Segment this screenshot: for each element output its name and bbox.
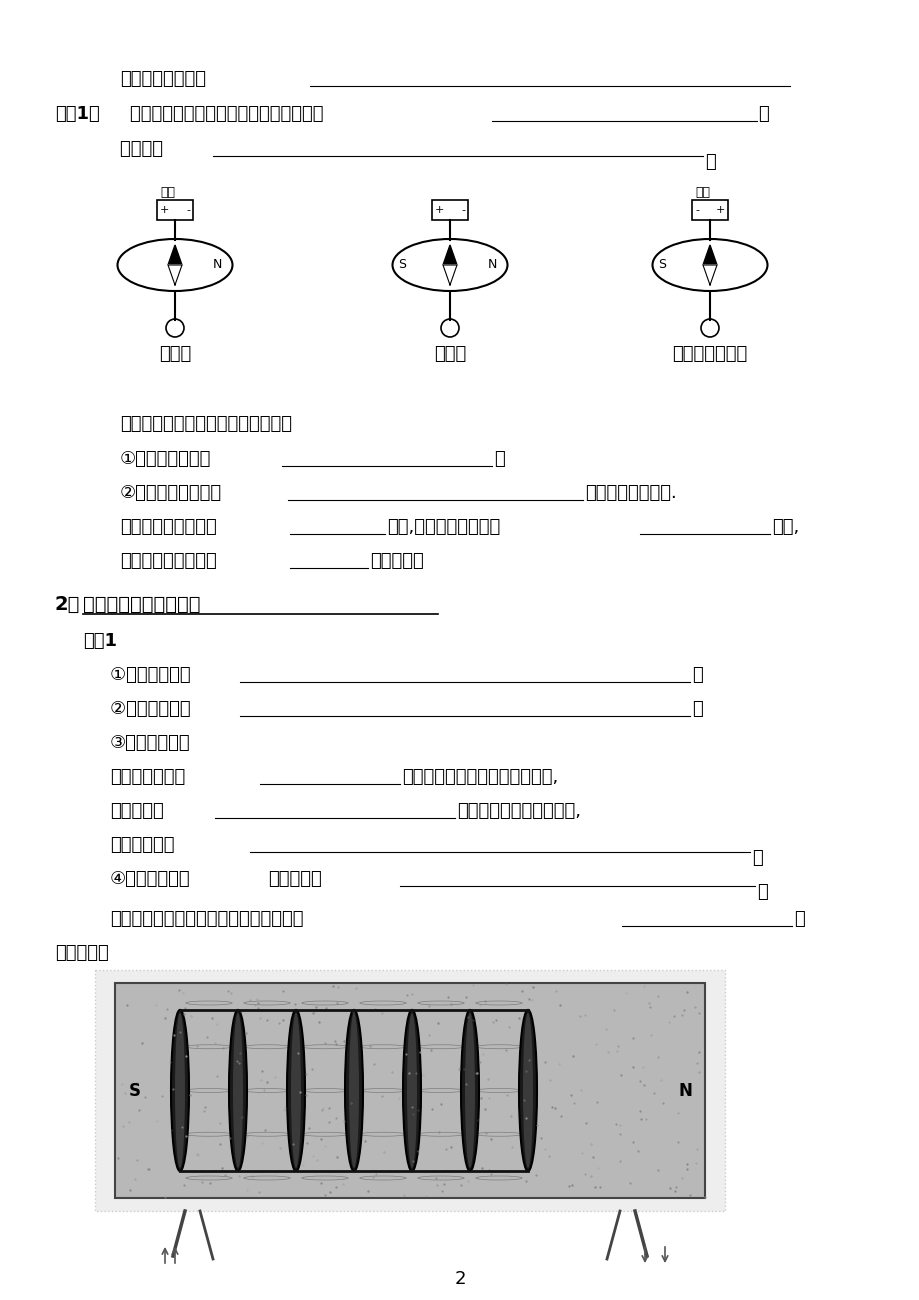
Text: 甲通电: 甲通电: [159, 344, 191, 363]
Text: ；: ；: [494, 450, 505, 468]
Text: 通过实验可得出通电螺线管的磁场可能与: 通过实验可得出通电螺线管的磁场可能与: [110, 910, 303, 928]
Text: +: +: [715, 205, 724, 214]
Text: ①、实验目的：: ①、实验目的：: [110, 666, 196, 684]
Text: -: -: [694, 205, 698, 214]
Ellipse shape: [406, 1013, 416, 1167]
Text: 。: 。: [751, 849, 762, 867]
Ellipse shape: [518, 1010, 537, 1171]
Polygon shape: [443, 265, 457, 285]
Bar: [157, 200, 193, 220]
Text: 第一步：在嵌有: 第一步：在嵌有: [110, 768, 185, 786]
Text: 其中,: 其中,: [771, 517, 799, 536]
Text: 的有机玻璃板上均匀地撒上铁屑,: 的有机玻璃板上均匀地撒上铁屑,: [402, 768, 558, 786]
Polygon shape: [702, 244, 716, 265]
Text: S: S: [129, 1082, 141, 1100]
Ellipse shape: [460, 1010, 479, 1171]
Text: +: +: [160, 205, 169, 214]
Bar: [115, 983, 704, 1199]
Bar: [95, 970, 724, 1212]
Text: 实验,该实验首先发现了: 实验,该实验首先发现了: [387, 517, 500, 536]
Text: 的物理学研究方法.: 的物理学研究方法.: [584, 484, 676, 502]
Text: ③、实验步骤：: ③、实验步骤：: [110, 734, 190, 751]
Text: 。: 。: [756, 883, 767, 901]
Text: 这说明了: 这说明了: [119, 140, 168, 159]
Ellipse shape: [229, 1010, 246, 1171]
Text: N: N: [213, 259, 222, 272]
Ellipse shape: [171, 1010, 188, 1171]
Text: 2、: 2、: [55, 595, 80, 614]
Polygon shape: [168, 244, 182, 265]
Text: S: S: [657, 259, 665, 272]
Text: -: -: [460, 205, 464, 214]
Text: 丙改变电流方向: 丙改变电流方向: [672, 344, 747, 363]
Text: -: -: [186, 205, 190, 214]
Text: ；: ；: [691, 699, 702, 718]
Ellipse shape: [522, 1013, 532, 1167]
Text: 如上图所示是著名的: 如上图所示是著名的: [119, 517, 217, 536]
Ellipse shape: [175, 1013, 185, 1167]
Ellipse shape: [403, 1010, 421, 1171]
Text: 实验1: 实验1: [83, 632, 117, 650]
Text: N: N: [677, 1082, 691, 1100]
Polygon shape: [443, 244, 457, 265]
Text: 乙断电: 乙断电: [434, 344, 466, 363]
Text: 奥斯特实验证明：: 奥斯特实验证明：: [119, 70, 206, 88]
Text: +: +: [435, 205, 444, 214]
Ellipse shape: [345, 1010, 363, 1171]
Text: 第三步：观察: 第三步：观察: [110, 836, 175, 854]
Text: 演示奥斯特的实验。闭合开关我们会看到: 演示奥斯特的实验。闭合开关我们会看到: [130, 105, 329, 124]
Text: 讨论，做奥斯特实验时应注意什么？: 讨论，做奥斯特实验时应注意什么？: [119, 415, 291, 433]
Text: N: N: [487, 259, 497, 272]
Text: 通电螺线管周围的磁场: 通电螺线管周围的磁场: [83, 595, 200, 614]
Text: 。: 。: [704, 153, 715, 172]
Polygon shape: [168, 265, 182, 285]
Text: 练习1：: 练习1：: [55, 105, 99, 124]
Text: 通电螺线管: 通电螺线管: [267, 870, 322, 888]
Ellipse shape: [348, 1013, 358, 1167]
Text: 方向有关。: 方向有关。: [369, 552, 424, 569]
Bar: [432, 200, 468, 220]
Text: 磁: 磁: [793, 910, 804, 928]
Text: 通电，并轻敲有机玻璃板,: 通电，并轻敲有机玻璃板,: [457, 802, 581, 820]
Text: ，: ，: [757, 105, 768, 124]
Text: 小磁针的偏转方向跟: 小磁针的偏转方向跟: [119, 552, 217, 569]
Bar: [691, 200, 727, 220]
Text: ①小磁针应与导线: ①小磁针应与导线: [119, 450, 211, 468]
Text: 触接: 触接: [160, 186, 175, 199]
Ellipse shape: [233, 1013, 243, 1167]
Text: 体的相似。: 体的相似。: [55, 944, 108, 962]
Text: S: S: [398, 259, 405, 272]
Ellipse shape: [290, 1013, 301, 1167]
Text: 第二步：给: 第二步：给: [110, 802, 164, 820]
Ellipse shape: [287, 1010, 305, 1171]
Ellipse shape: [464, 1013, 474, 1167]
Text: ②实验过程中采用了: ②实验过程中采用了: [119, 484, 221, 502]
Text: 2: 2: [454, 1270, 465, 1288]
Text: ；: ；: [691, 666, 702, 684]
Polygon shape: [702, 265, 716, 285]
Text: ②、实验器材：: ②、实验器材：: [110, 699, 196, 718]
Text: ④、实验结论：: ④、实验结论：: [110, 870, 190, 888]
Text: 触接: 触接: [694, 186, 709, 199]
